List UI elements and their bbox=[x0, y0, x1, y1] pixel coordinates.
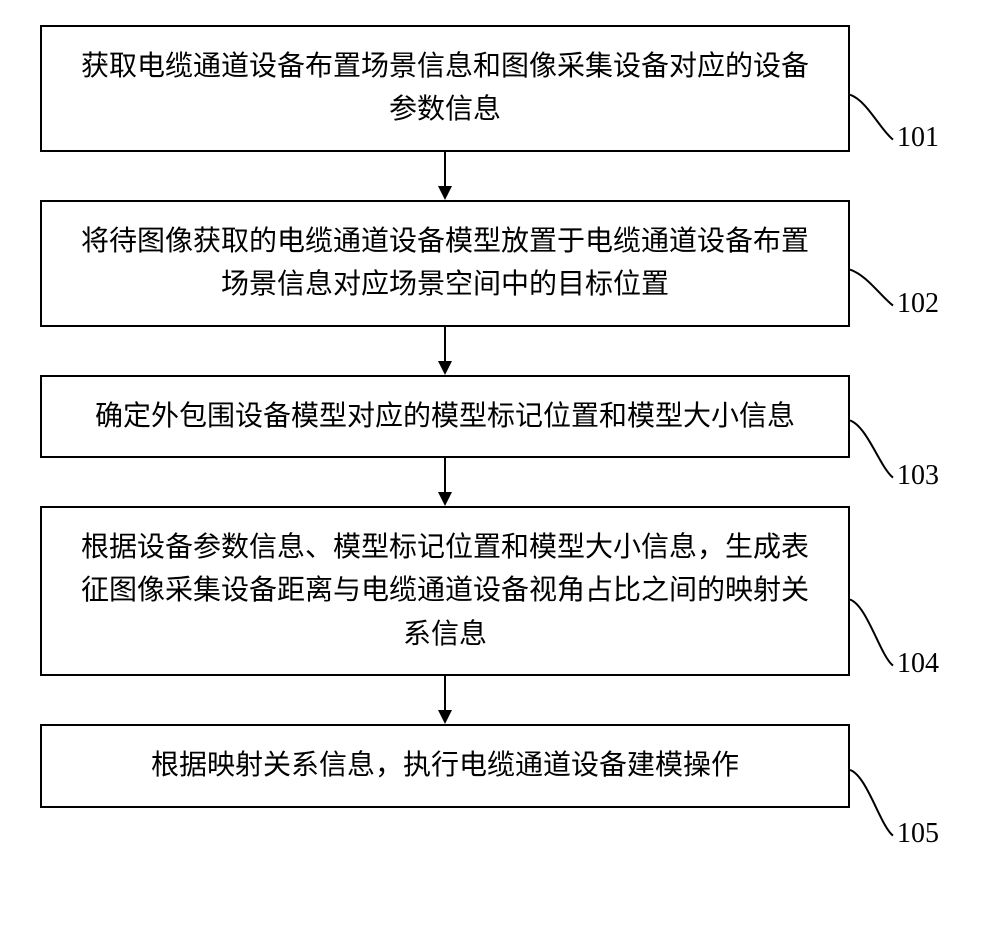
step-box-4: 根据设备参数信息、模型标记位置和模型大小信息，生成表征图像采集设备距离与电缆通道… bbox=[40, 506, 850, 676]
flowchart-container: 获取电缆通道设备布置场景信息和图像采集设备对应的设备参数信息 将待图像获取的电缆… bbox=[40, 25, 960, 808]
step-wrapper-5: 根据映射关系信息，执行电缆通道设备建模操作 bbox=[40, 724, 960, 807]
step-wrapper-3: 确定外包围设备模型对应的模型标记位置和模型大小信息 bbox=[40, 375, 960, 458]
step-label-104: 104 bbox=[897, 648, 939, 680]
step-box-5: 根据映射关系信息，执行电缆通道设备建模操作 bbox=[40, 724, 850, 807]
step-wrapper-2: 将待图像获取的电缆通道设备模型放置于电缆通道设备布置场景信息对应场景空间中的目标… bbox=[40, 200, 960, 327]
step-box-3: 确定外包围设备模型对应的模型标记位置和模型大小信息 bbox=[40, 375, 850, 458]
arrow-2-3 bbox=[40, 327, 850, 375]
step-label-105: 105 bbox=[897, 818, 939, 850]
arrow-3-4 bbox=[40, 458, 850, 506]
arrow-down-icon bbox=[430, 152, 460, 200]
arrow-down-icon bbox=[430, 676, 460, 724]
arrow-down-icon bbox=[430, 458, 460, 506]
arrow-4-5 bbox=[40, 676, 850, 724]
step-box-2: 将待图像获取的电缆通道设备模型放置于电缆通道设备布置场景信息对应场景空间中的目标… bbox=[40, 200, 850, 327]
arrow-down-icon bbox=[430, 327, 460, 375]
step-box-1: 获取电缆通道设备布置场景信息和图像采集设备对应的设备参数信息 bbox=[40, 25, 850, 152]
step-label-102: 102 bbox=[897, 288, 939, 320]
step-wrapper-1: 获取电缆通道设备布置场景信息和图像采集设备对应的设备参数信息 bbox=[40, 25, 960, 152]
step-label-103: 103 bbox=[897, 460, 939, 492]
step-label-101: 101 bbox=[897, 122, 939, 154]
arrow-1-2 bbox=[40, 152, 850, 200]
step-wrapper-4: 根据设备参数信息、模型标记位置和模型大小信息，生成表征图像采集设备距离与电缆通道… bbox=[40, 506, 960, 676]
